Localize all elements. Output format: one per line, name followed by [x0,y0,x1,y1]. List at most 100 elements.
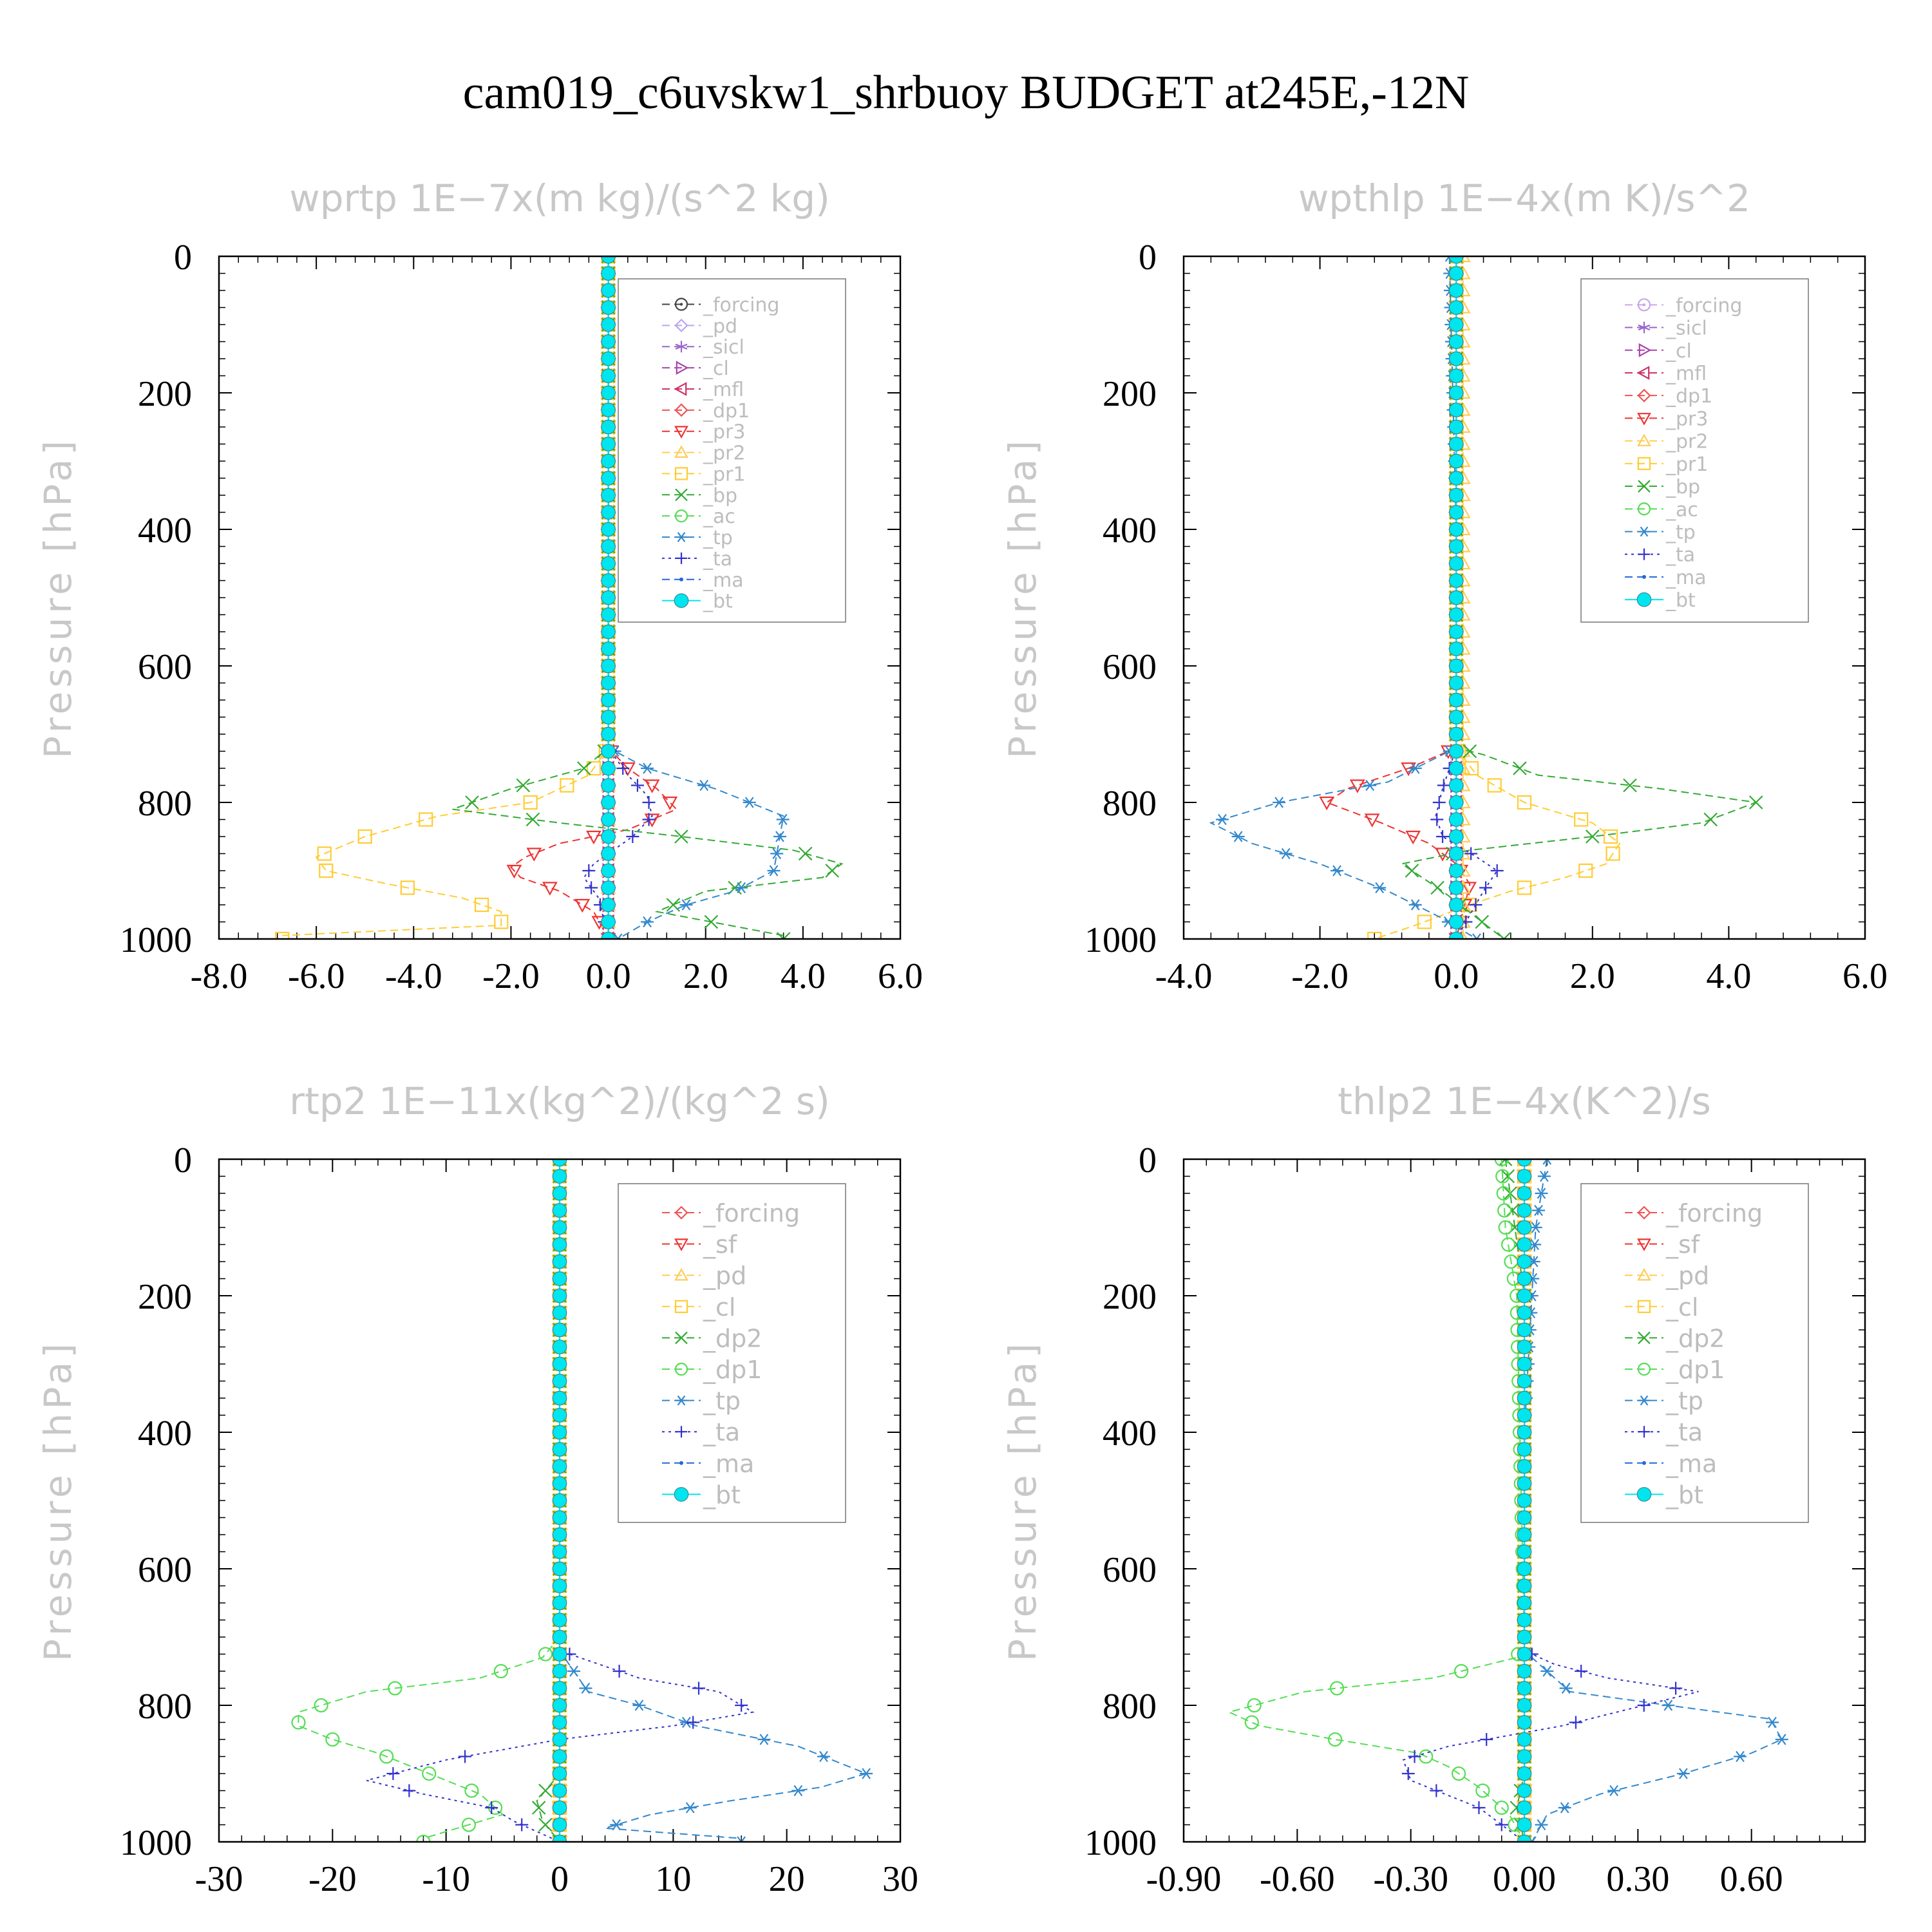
data-point-ta [1464,847,1478,860]
data-point-pr1 [494,914,509,929]
y-tick-label: 400 [1103,511,1157,551]
data-point-ta [1490,864,1504,877]
data-point-bt [1448,914,1464,929]
data-point-pr3 [574,898,591,913]
legend-label: _cl [1665,1293,1698,1321]
data-point-bt [1448,624,1464,639]
x-tick-label: 20 [769,1859,805,1899]
data-point-bp [798,846,813,861]
data-point-tp [1408,762,1422,774]
x-tick-label: -4.0 [1155,956,1213,996]
data-point-dp1 [1494,1800,1509,1815]
data-point-dp1 [1244,1715,1259,1730]
legend-label: _sf [703,1231,738,1259]
y-tick-label: 0 [1139,238,1157,278]
legend-label: _ma [1665,1450,1717,1478]
data-point-bt [1448,419,1464,435]
series-line-ta [583,256,653,939]
data-point-bt [1448,402,1464,417]
data-point-bt [552,1663,567,1679]
data-point-tp [1231,831,1245,842]
data-point-ta [616,762,630,775]
data-point-bt [552,1237,567,1252]
data-point-bt [601,744,616,759]
legend-marker-ma [1642,574,1646,579]
legend-label: _dp1 [1665,385,1712,408]
legend: _forcing _sf _pd _cl _dp2 _dp1 _tp_ta _ma _bt [618,1183,846,1523]
legend-label: _sf [1665,1231,1701,1259]
data-point-dp1 [538,1647,553,1662]
data-point-tp [679,899,693,911]
data-point-tp [1273,797,1286,808]
data-point-bt [1448,556,1464,571]
y-tick-label: 200 [1103,1277,1157,1317]
y-tick-label: 200 [1103,374,1157,414]
data-point-bt [601,471,616,486]
data-point-dp1 [325,1732,340,1747]
legend-marker-forcing [674,1206,688,1220]
data-point-pr1 [1574,812,1589,827]
data-point-dp2 [1501,1169,1515,1184]
data-point-pr1 [400,880,415,895]
data-point-dp1 [464,1783,479,1798]
data-point-bt [1448,351,1464,366]
data-point-dp1 [1475,1783,1490,1798]
data-point-bt [1517,1220,1532,1235]
data-point-dp1 [379,1749,394,1764]
data-point-tp [1532,1204,1546,1217]
y-tick-label: 400 [138,1414,192,1454]
data-point-bt [552,1527,567,1542]
data-point-bp [526,812,540,827]
data-point-ta [735,1699,748,1712]
data-point-tp [1215,813,1229,826]
legend-label: _bt [1665,589,1696,612]
data-point-ta [630,779,644,792]
data-point-bt [1448,863,1464,878]
data-point-tp [1535,1819,1548,1831]
data-point-tp [1734,1750,1747,1763]
legend-marker-tp [676,1395,687,1406]
data-point-pr1 [1417,914,1432,929]
data-point-bt [1448,573,1464,588]
data-point-ta [402,1784,416,1797]
data-point-dp1 [1494,1159,1509,1167]
data-point-ta [1437,779,1450,792]
data-point-bt [552,1374,567,1388]
y-tick-label: 0 [1139,1141,1157,1180]
data-point-ta [1637,1699,1651,1712]
panel-title: rtp2 1E−11x(kg^2)/(kg^2 s) [289,1079,830,1123]
data-point-bt [601,556,616,571]
data-point-bt [601,488,616,503]
data-point-bt [552,1356,567,1372]
data-point-tp [610,1819,623,1831]
data-point-dp1 [291,1715,306,1730]
legend-label: _pd [703,1262,746,1290]
panel-title: wpthlp 1E−4x(m K)/s^2 [1298,176,1750,220]
data-point-tp [767,865,781,876]
data-point-pr1 [1578,863,1593,878]
legend-label: _mfl [703,379,744,401]
data-point-dp1 [1328,1732,1343,1747]
data-point-bt [601,522,616,537]
data-point-bt [1448,453,1464,469]
data-point-tp [1607,1785,1621,1797]
data-point-dp2 [531,1801,546,1815]
data-point-dp1 [1247,1698,1262,1713]
data-point-bt [552,1715,567,1730]
y-tick-label: 800 [1103,1687,1157,1727]
y-axis-label: Pressure [hPa] [1001,437,1045,759]
data-point-bt [552,1271,567,1286]
x-tick-label: 0.0 [586,956,631,996]
data-point-pr1 [1487,778,1502,793]
legend-label: _dp1 [1665,1356,1725,1384]
data-point-dp1 [388,1681,402,1696]
legend-label: _pr1 [703,463,745,486]
data-point-bt [601,914,616,929]
data-point-dp2 [1498,1159,1513,1166]
series-group [1209,256,1763,939]
y-tick-label: 600 [1103,1550,1157,1590]
data-point-tp [683,1802,697,1814]
data-point-dp1 [1452,1766,1466,1781]
legend-marker-pr1 [674,467,688,480]
data-point-ta [1569,1716,1582,1729]
